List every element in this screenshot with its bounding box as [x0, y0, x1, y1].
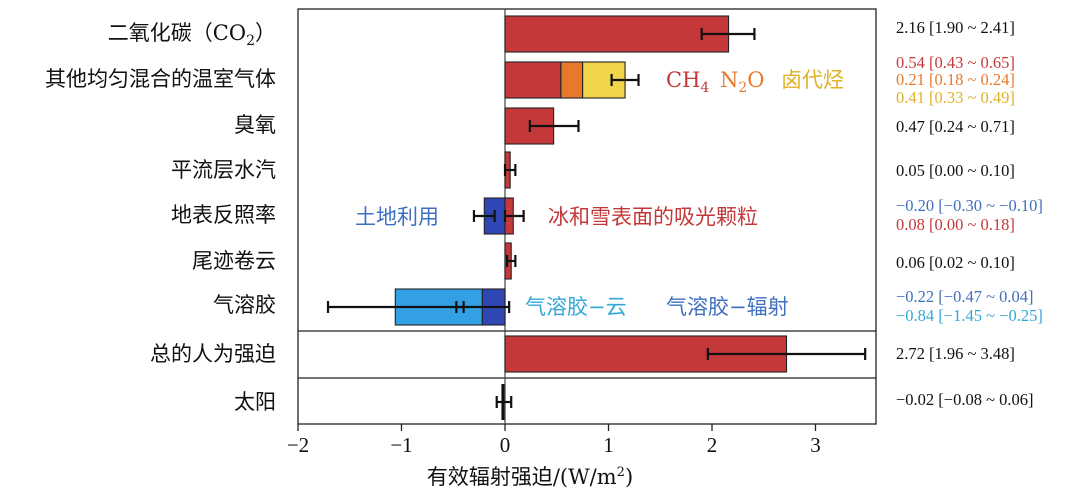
value-ozone: 0.47 [0.24 ~ 0.71]: [896, 117, 1015, 136]
value-aerosol-cloud: −0.22 [−0.47 ~ 0.04]: [896, 287, 1034, 306]
annot-land-use: 土地利用: [355, 205, 439, 229]
error-bar-ozone: [528, 120, 580, 132]
annot-ch4: CH4: [666, 68, 709, 96]
value-snow: 0.08 [0.00 ~ 0.18]: [896, 215, 1015, 234]
value-n2o: 0.21 [0.18 ~ 0.24]: [896, 70, 1015, 89]
annot-aerosol-radiation: 气溶胶−辐射: [666, 295, 789, 319]
plot-border: [297, 8, 877, 425]
value-contrail: 0.06 [0.02 ~ 0.10]: [896, 253, 1015, 272]
bar-n2o: [560, 61, 584, 99]
x-tick-label: −1: [390, 433, 412, 457]
cat-label-albedo: 地表反照率: [171, 203, 276, 227]
error-bar-total: [706, 348, 867, 360]
cat-label-ghg: 其他均匀混合的温室气体: [45, 67, 276, 91]
value-land-use: −0.20 [−0.30 ~ −0.10]: [896, 196, 1043, 215]
category-labels: 二氧化碳（CO2） 其他均匀混合的温室气体 臭氧 平流层水汽 地表反照率 尾迹卷…: [45, 21, 276, 414]
annot-snow-particles: 冰和雪表面的吸光颗粒: [548, 205, 758, 229]
cat-label-ozone: 臭氧: [234, 113, 276, 137]
value-labels: 2.16 [1.90 ~ 2.41] 0.54 [0.43 ~ 0.65] 0.…: [896, 18, 1043, 409]
error-bar-aer_rad-total: [326, 301, 465, 313]
error-bar-snow: [503, 210, 525, 222]
error-bar-contrail: [505, 255, 517, 267]
annotations: CH4 N2O 卤代烃 土地利用 冰和雪表面的吸光颗粒 气溶胶−云 气溶胶−辐射: [355, 68, 844, 319]
cat-label-aerosol: 气溶胶: [213, 293, 276, 317]
value-aerosol-radiation: −0.84 [−1.45 ~ −0.25]: [896, 306, 1043, 325]
value-halocarbons: 0.41 [0.33 ~ 0.49]: [896, 88, 1015, 107]
x-tick-label: −2: [287, 433, 309, 457]
value-co2: 2.16 [1.90 ~ 2.41]: [896, 18, 1015, 37]
cat-label-contrail: 尾迹卷云: [192, 249, 276, 273]
error-bar-co2: [700, 28, 756, 40]
bar-co2: [504, 15, 730, 53]
annot-aerosol-cloud: 气溶胶−云: [525, 295, 627, 319]
x-tick-label: 0: [500, 433, 511, 457]
annot-halocarbons: 卤代烃: [781, 68, 844, 92]
x-tick-label: 2: [707, 433, 718, 457]
cat-label-solar: 太阳: [234, 390, 276, 414]
x-axis-label: 有效辐射强迫/(W/m2): [427, 465, 633, 489]
cat-label-strat-water: 平流层水汽: [171, 158, 276, 182]
value-total: 2.72 [1.96 ~ 3.48]: [896, 344, 1015, 363]
bar-ch4: [504, 61, 562, 99]
error-bars-layer: [326, 28, 867, 408]
value-strat-water: 0.05 [0.00 ~ 0.10]: [896, 161, 1015, 180]
error-bar-solar: [495, 396, 513, 408]
value-ch4: 0.54 [0.43 ~ 0.65]: [896, 53, 1015, 72]
value-solar: −0.02 [−0.08 ~ 0.06]: [896, 390, 1034, 409]
x-axis: −2 −1 0 1 2 3: [287, 424, 821, 457]
error-bar-landuse: [472, 210, 496, 222]
error-bar-strat: [503, 164, 517, 176]
cat-label-co2: 二氧化碳（CO2）: [108, 21, 276, 49]
annot-n2o: N2O: [720, 68, 765, 96]
x-tick-label: 1: [603, 433, 614, 457]
x-tick-label: 3: [810, 433, 821, 457]
cat-label-total: 总的人为强迫: [150, 342, 276, 366]
error-bar-halo-total: [610, 74, 640, 86]
